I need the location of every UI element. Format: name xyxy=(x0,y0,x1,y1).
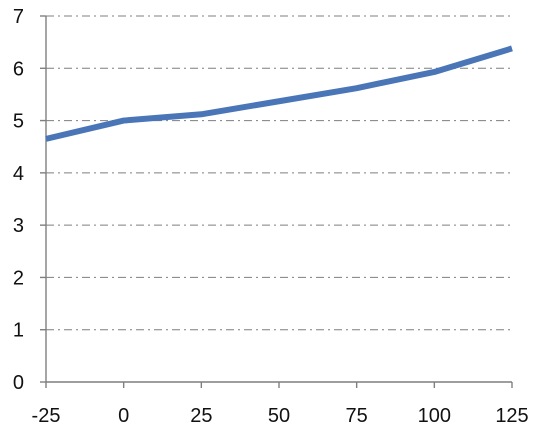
x-tick-label-50: 50 xyxy=(268,405,290,427)
grid-layer xyxy=(46,15,512,331)
y-tick-label-2: 2 xyxy=(13,267,24,289)
series-line-0 xyxy=(45,45,513,142)
x-tick-label-100: 100 xyxy=(418,405,451,427)
x-tick-label-0: 0 xyxy=(118,405,129,427)
x-tick-label-75: 75 xyxy=(346,405,368,427)
y-tick-label-6: 6 xyxy=(13,58,24,80)
x-tick-label-125: 125 xyxy=(495,405,528,427)
tick-label-layer: 0 1 2 3 4 5 6 7 -25 0 25 50 75 100 125 xyxy=(13,6,529,427)
series-layer xyxy=(45,45,513,142)
axis-layer xyxy=(40,15,513,388)
y-tick-label-7: 7 xyxy=(13,6,24,28)
y-tick-label-1: 1 xyxy=(13,320,24,342)
y-tick-label-0: 0 xyxy=(13,372,24,394)
x-tick-label--25: -25 xyxy=(32,405,61,427)
y-tick-label-5: 5 xyxy=(13,111,24,133)
x-tick-label-25: 25 xyxy=(190,405,212,427)
y-tick-label-3: 3 xyxy=(13,215,24,237)
y-tick-label-4: 4 xyxy=(13,163,24,185)
